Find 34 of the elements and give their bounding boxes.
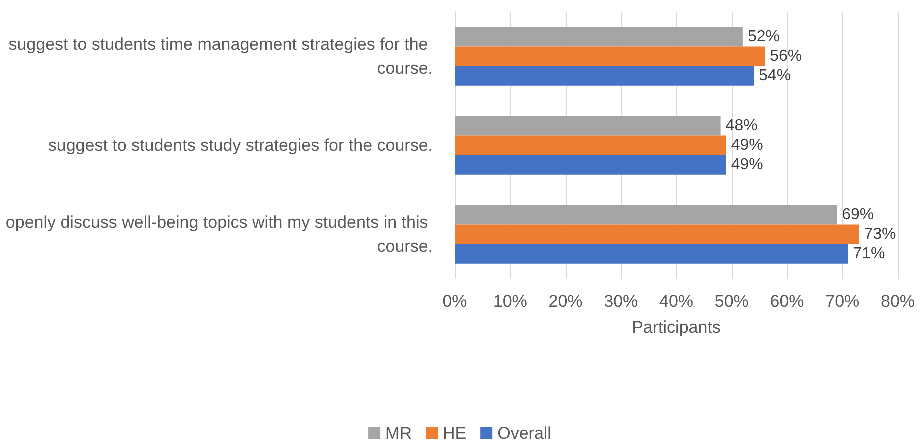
legend-label: HE [442, 424, 467, 443]
x-tick-label: 60% [770, 292, 804, 311]
y-tick-label: suggest to students study strategies for the course. [48, 136, 433, 155]
x-tick-label: 50% [714, 292, 749, 311]
bar [455, 116, 721, 136]
bar [455, 136, 726, 156]
bar [455, 224, 860, 244]
bar [455, 155, 726, 175]
legend-label: MR [386, 424, 412, 443]
legend-label: Overall [498, 424, 552, 443]
bar [455, 27, 743, 47]
x-tick-label: 40% [659, 292, 694, 311]
bar [455, 244, 848, 264]
x-tick-label: 20% [548, 292, 583, 311]
x-axis-title: Participants [632, 318, 721, 337]
data-label: 73% [864, 226, 896, 243]
x-tick-label: 70% [826, 292, 860, 311]
y-tick-label: suggest to students time management strategies for the course. [8, 35, 433, 78]
bar [455, 46, 766, 66]
bar [455, 66, 754, 86]
y-tick-label: openly discuss well-being topics with my students in this course. [6, 213, 433, 256]
x-tick-label: 30% [604, 292, 638, 311]
data-label: 52% [748, 28, 780, 46]
data-label: 54% [759, 68, 792, 85]
data-label: 56% [770, 48, 802, 65]
data-label: 49% [731, 156, 764, 174]
data-label: 48% [726, 117, 758, 134]
x-tick-label: 10% [493, 292, 528, 311]
data-label: 71% [853, 246, 886, 263]
data-label: 69% [842, 206, 874, 224]
x-tick-label: 0% [442, 292, 468, 311]
x-tick-label: 80% [880, 292, 916, 311]
bar [455, 205, 838, 225]
data-label: 49% [731, 137, 764, 154]
